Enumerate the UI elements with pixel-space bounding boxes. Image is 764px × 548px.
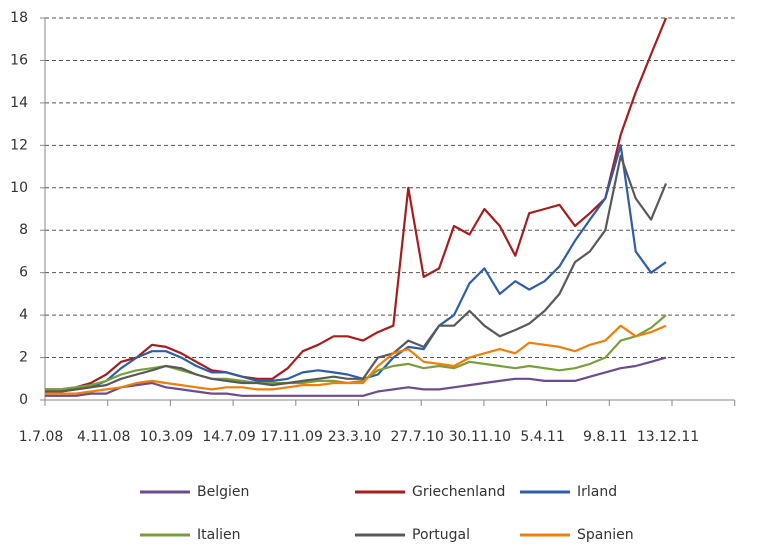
series-line [45, 324, 667, 395]
y-tick-label: 0 [19, 392, 28, 408]
legend-label: Griechenland [412, 484, 505, 500]
y-tick-label: 8 [19, 222, 28, 238]
x-tick-label: 4.11.08 [77, 429, 130, 445]
y-tick-label: 4 [19, 307, 28, 323]
y-tick-label: 2 [19, 350, 28, 366]
y-tick-label: 6 [19, 265, 28, 281]
y-tick-label: 10 [10, 180, 28, 196]
x-tick-label: 23.3.10 [328, 429, 381, 445]
x-tick-label: 27.7.10 [390, 429, 443, 445]
series-line [45, 356, 667, 397]
x-tick-label: 9.8.11 [583, 429, 628, 445]
x-tick-label: 17.11.09 [261, 429, 323, 445]
x-tick-label: 10.3.09 [140, 429, 193, 445]
legend-label: Belgien [197, 484, 249, 500]
y-tick-label: 12 [10, 137, 28, 153]
legend-label: Italien [197, 527, 240, 543]
x-tick-label: 5.4.11 [520, 429, 565, 445]
y-tick-label: 18 [10, 10, 28, 26]
legend-label: Irland [577, 484, 617, 500]
legend-label: Portugal [412, 527, 470, 543]
series-line [45, 154, 668, 393]
x-tick-label: 13.12.11 [637, 429, 699, 445]
legend-label: Spanien [577, 527, 634, 543]
x-tick-label: 1.7.08 [19, 429, 64, 445]
y-tick-label: 16 [10, 52, 28, 68]
series-line [45, 144, 667, 393]
x-tick-label: 14.7.09 [202, 429, 255, 445]
y-tick-label: 14 [10, 95, 28, 111]
series-line [45, 17, 668, 391]
x-tick-label: 30.11.10 [449, 429, 511, 445]
